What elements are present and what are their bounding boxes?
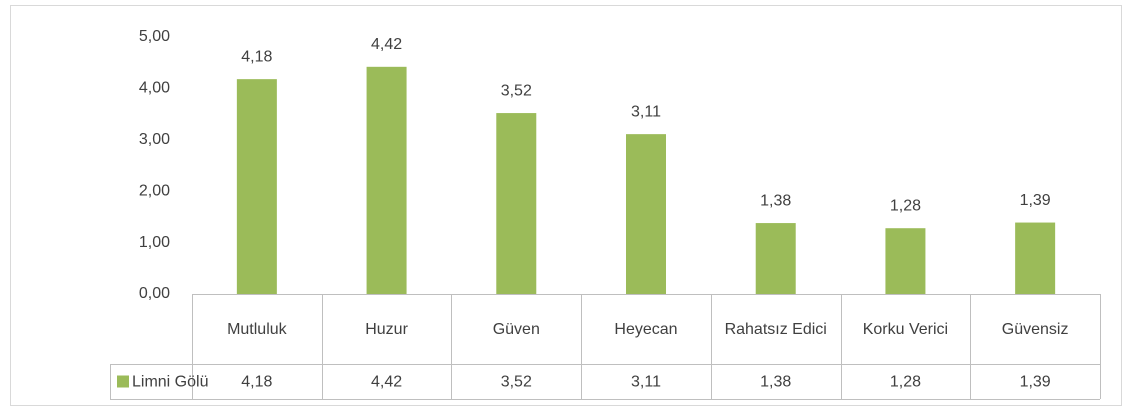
bar (236, 79, 277, 294)
table-value: 3,52 (501, 374, 532, 391)
table-value: 1,28 (890, 374, 921, 391)
x-tick-label: Güvensiz (1002, 321, 1069, 338)
data-label: 3,52 (501, 82, 532, 99)
data-label: 1,28 (890, 197, 921, 214)
data-label: 3,11 (631, 103, 661, 120)
table-value: 4,18 (241, 374, 272, 391)
y-tick-label: 5,00 (139, 28, 170, 45)
x-tick-label: Huzur (365, 321, 408, 338)
x-tick-label: Heyecan (614, 321, 677, 338)
table-value: 1,38 (760, 374, 791, 391)
table-value: 1,39 (1020, 374, 1051, 391)
y-tick-label: 0,00 (139, 285, 170, 302)
data-label: 4,18 (241, 48, 272, 65)
table-value: 4,42 (371, 374, 402, 391)
y-tick-label: 3,00 (139, 131, 170, 148)
x-tick-label: Güven (493, 321, 540, 338)
x-tick-label: Mutluluk (227, 321, 288, 338)
bar (755, 223, 796, 294)
chart-border (10, 5, 1122, 406)
bar (496, 113, 537, 295)
bar (366, 66, 407, 294)
bar (885, 228, 926, 294)
data-label: 4,42 (371, 36, 402, 53)
legend-swatch (117, 375, 129, 388)
table-value: 3,11 (631, 374, 661, 391)
bar (1015, 222, 1056, 294)
y-tick-label: 1,00 (139, 234, 170, 251)
bar (626, 134, 666, 294)
legend-label: Limni Gölü (132, 374, 208, 391)
y-tick-label: 2,00 (139, 182, 170, 199)
x-tick-label: Korku Verici (863, 321, 948, 338)
x-tick-label: Rahatsız Edici (725, 321, 827, 338)
data-label: 1,39 (1020, 192, 1051, 209)
data-label: 1,38 (760, 192, 791, 209)
y-tick-label: 4,00 (139, 80, 170, 97)
